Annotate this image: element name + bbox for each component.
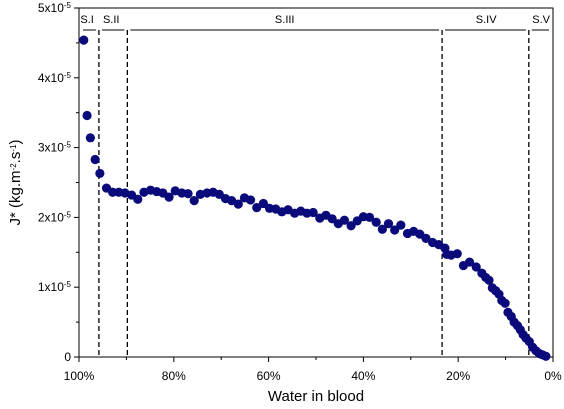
data-point (327, 214, 337, 224)
x-axis-title: Water in blood (268, 388, 364, 405)
region-labels: S.I S.II S.III S.IV S.V (80, 14, 550, 26)
data-point (346, 221, 356, 231)
data-point (452, 249, 462, 259)
data-point (95, 168, 105, 179)
data-point (90, 154, 100, 165)
x-tick-label: 60% (257, 369, 281, 383)
data-point (183, 189, 193, 199)
y-axis-ticks: 0 1x10-5 2x10-5 3x10-5 4x10-5 5x10-5 (38, 1, 79, 364)
data-point (464, 257, 475, 267)
plot-frame (78, 7, 554, 358)
x-tick-label: 100% (64, 369, 95, 383)
x-tick-label: 20% (446, 369, 470, 383)
y-axis-title-exp2: -1 (9, 144, 18, 152)
data-point (471, 262, 481, 272)
region-label-3: S.III (275, 14, 295, 26)
y-tick-label: 0 (64, 350, 71, 364)
data-point (258, 198, 268, 209)
data-point (79, 35, 89, 45)
y-axis-title-main: J* (kg.m (7, 170, 24, 225)
data-point (133, 194, 143, 204)
y-tick-label: 2x10-5 (38, 210, 72, 225)
data-point (421, 233, 431, 243)
y-axis-title-end: ) (7, 140, 24, 145)
data-point (383, 219, 394, 229)
y-tick-label: 1x10-5 (38, 280, 72, 295)
y-axis-title: J* (kg.m-2.s-1) (7, 140, 24, 226)
data-point (233, 199, 243, 209)
region-label-4: S.IV (476, 14, 497, 26)
data-point (377, 224, 387, 234)
data-point (245, 195, 256, 205)
data-point (390, 225, 400, 235)
data-point (396, 220, 406, 230)
region-label-5: S.V (532, 14, 550, 26)
data-point (541, 351, 551, 361)
plot-area (78, 7, 554, 358)
y-tick-label: 5x10-5 (38, 1, 72, 16)
data-point (189, 196, 199, 206)
x-tick-label: 0% (544, 369, 562, 383)
y-tick-label: 3x10-5 (38, 140, 72, 155)
data-point (364, 212, 375, 222)
data-points (79, 35, 551, 361)
data-point (484, 275, 494, 285)
region-label-1: S.I (80, 14, 93, 26)
data-point (85, 133, 95, 143)
x-tick-label: 40% (351, 369, 375, 383)
data-point (500, 298, 510, 308)
data-point (82, 110, 92, 121)
data-point (339, 215, 350, 225)
data-point (252, 203, 262, 213)
y-axis-title-mid: .s (7, 152, 24, 164)
data-point (371, 217, 381, 227)
x-tick-label: 80% (162, 369, 186, 383)
data-point (308, 207, 318, 218)
data-point (164, 192, 174, 202)
y-axis-title-exp1: -2 (9, 163, 18, 171)
x-axis-ticks: 100% 80% 60% 40% 20% 0% (64, 357, 562, 383)
y-tick-label: 4x10-5 (38, 70, 72, 85)
region-label-2: S.II (103, 14, 120, 26)
